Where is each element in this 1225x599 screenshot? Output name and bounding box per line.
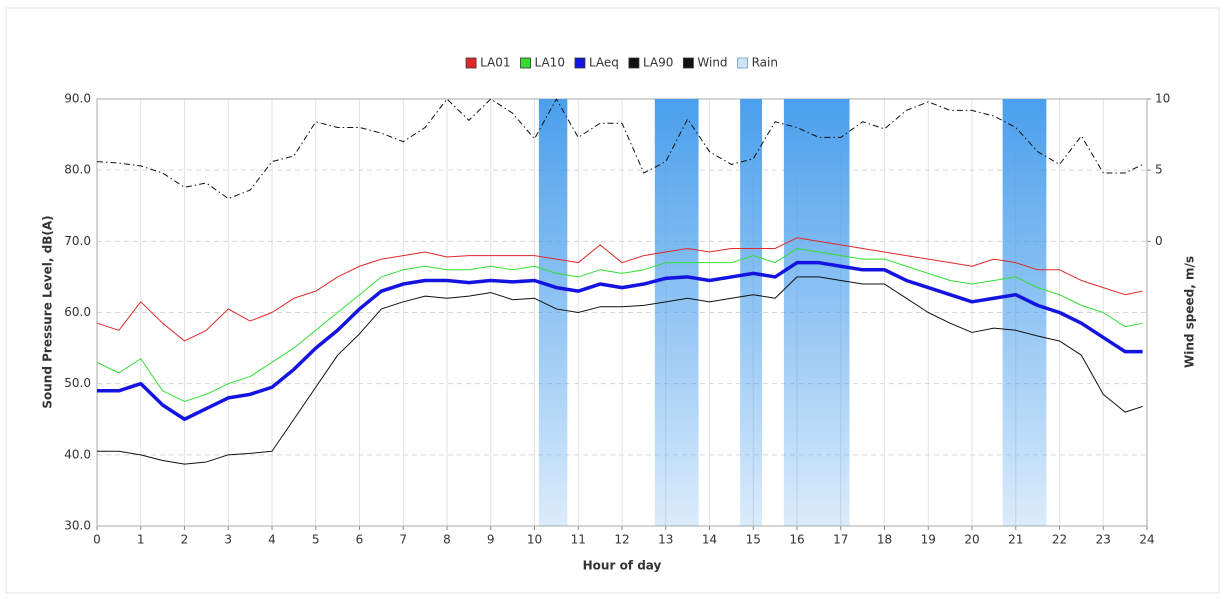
- x-tick-label: 15: [746, 533, 761, 547]
- legend-item: LAeq: [574, 56, 619, 70]
- y2-tick-label: 10: [1155, 92, 1170, 106]
- series-line: [96, 247, 1143, 402]
- legend-label: LA10: [535, 56, 565, 70]
- x-tick-label: 21: [1008, 533, 1023, 547]
- x-tick-label: 5: [312, 533, 320, 547]
- legend: LA01 LA10 LAeq LA90 Wind Rain: [465, 56, 778, 70]
- y-tick-label: 90.0: [64, 92, 91, 106]
- x-tick-label: 10: [527, 533, 542, 547]
- y2-tick-label: 0: [1155, 234, 1163, 248]
- y-tick-label: 30.0: [64, 519, 91, 533]
- legend-swatch: [574, 57, 586, 69]
- x-tick-label: 12: [614, 533, 629, 547]
- legend-item: Rain: [737, 56, 778, 70]
- y2-tick-label: 5: [1155, 163, 1163, 177]
- x-tick-label: 13: [658, 533, 673, 547]
- x-tick-label: 8: [443, 533, 451, 547]
- x-tick-label: 11: [571, 533, 586, 547]
- x-tick-label: 18: [877, 533, 892, 547]
- x-tick-label: 23: [1096, 533, 1111, 547]
- y-tick-label: 60.0: [64, 305, 91, 319]
- rain-band: [538, 99, 568, 526]
- legend-label: LA01: [480, 56, 510, 70]
- x-tick-label: 9: [487, 533, 495, 547]
- rain-band: [740, 99, 762, 526]
- legend-item: LA01: [465, 56, 511, 70]
- series-line: [96, 237, 1143, 342]
- x-tick-label: 4: [268, 533, 276, 547]
- x-axis-title: Hour of day: [583, 559, 662, 573]
- x-tick-label: 7: [399, 533, 407, 547]
- x-tick-label: 14: [702, 533, 717, 547]
- series-line: [97, 260, 1143, 421]
- x-tick-label: 2: [181, 533, 189, 547]
- rain-band: [654, 99, 699, 526]
- x-tick-label: 22: [1052, 533, 1067, 547]
- legend-item: Wind: [682, 56, 728, 70]
- x-tick-label: 24: [1139, 533, 1154, 547]
- legend-label: LAeq: [589, 56, 619, 70]
- legend-item: LA10: [520, 56, 565, 70]
- x-tick-label: 6: [356, 533, 364, 547]
- rain-band: [1002, 99, 1047, 526]
- legend-swatch: [737, 57, 748, 69]
- y-tick-label: 70.0: [64, 234, 91, 248]
- legend-item: LA90: [628, 56, 673, 70]
- y-tick-label: 40.0: [64, 447, 91, 461]
- legend-label: Rain: [752, 56, 778, 70]
- x-tick-label: 1: [137, 533, 145, 547]
- x-tick-label: 17: [833, 533, 848, 547]
- x-tick-label: 0: [93, 533, 101, 547]
- y2-axis-title: Wind speed, m/s: [1183, 256, 1197, 368]
- legend-swatch: [520, 57, 531, 69]
- y-tick-label: 50.0: [64, 376, 91, 390]
- plot-border: [96, 98, 1148, 527]
- legend-swatch: [628, 57, 640, 69]
- legend-label: Wind: [697, 56, 727, 70]
- series-line: [97, 276, 1143, 465]
- x-tick-label: 3: [224, 533, 232, 547]
- rain-band: [783, 99, 850, 526]
- y-tick-label: 80.0: [64, 163, 91, 177]
- x-tick-label: 19: [921, 533, 936, 547]
- series-line: [96, 98, 1143, 200]
- legend-swatch: [465, 57, 477, 69]
- x-tick-label: 16: [789, 533, 804, 547]
- x-tick-label: 20: [964, 533, 979, 547]
- legend-swatch: [682, 57, 694, 69]
- y-axis-title: Sound Pressure Level, dB(A): [41, 215, 55, 408]
- legend-label: LA90: [643, 56, 673, 70]
